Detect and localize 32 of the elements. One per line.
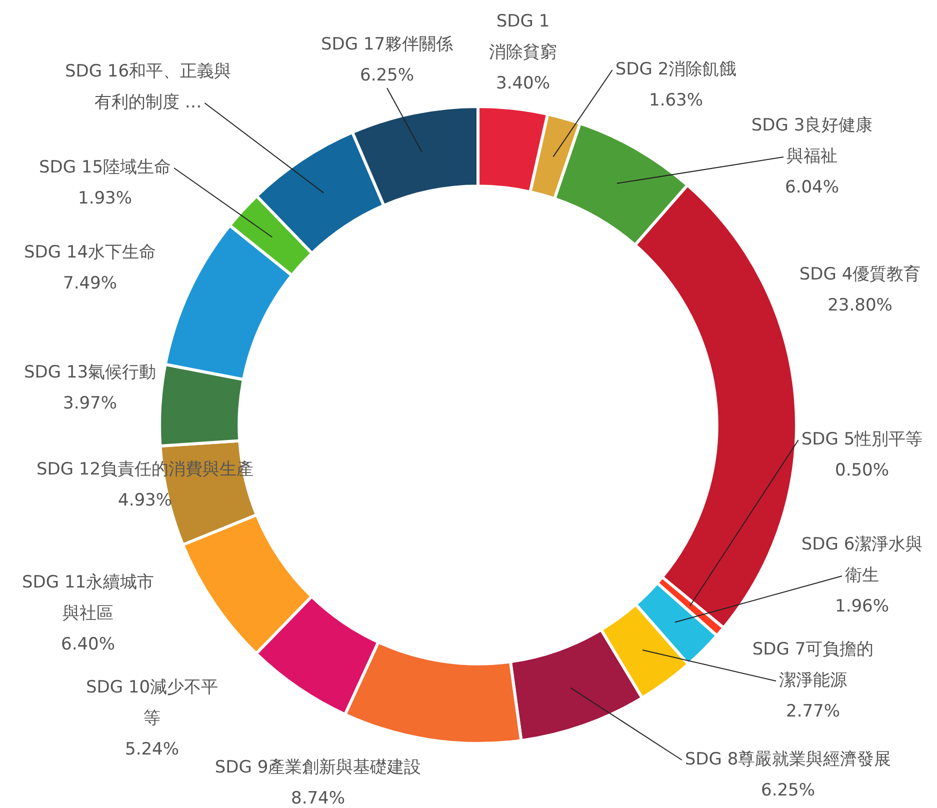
slice-label: SDG 1 消除貧窮 [489, 11, 557, 62]
slice-label: SDG 2消除飢餓 [615, 59, 737, 80]
data-label: 8.74% [290, 788, 346, 808]
slice-label: SDG 16和平、正義與有利的制度 … [64, 61, 232, 112]
data-label: 6.04% [784, 177, 840, 198]
data-label: 1.96% [834, 596, 890, 616]
data-label: 6.25% [360, 65, 414, 86]
slice-label: SDG 13氣候行動 [24, 362, 156, 382]
slice-label: SDG 9產業創新與基礎建設 [214, 757, 422, 778]
slice-label: SDG 15陸域生命 [38, 157, 172, 178]
data-label: 2.77% [786, 701, 840, 722]
slice-label: SDG 7可負擔的潔淨能源 [752, 639, 874, 690]
data-label: 3.40% [496, 73, 550, 94]
data-label: 1.63% [648, 90, 704, 110]
data-label: 4.93% [118, 490, 172, 510]
data-label: 7.49% [62, 273, 118, 294]
data-label: 6.40% [60, 634, 116, 654]
data-label: 6.25% [760, 780, 816, 800]
slice-label: SDG 3良好健康與福祉 [751, 115, 873, 166]
data-label: 1.93% [78, 188, 132, 208]
data-label: 3.97% [62, 393, 118, 414]
slice-label: SDG 8尊嚴就業與經濟發展 [684, 749, 892, 770]
slice-label: SDG 11永續城市與社區 [22, 572, 154, 624]
slice-label: SDG 4優質教育 [799, 264, 921, 284]
data-label: 5.24% [124, 739, 180, 760]
slice-label: SDG 10減少不平等 [86, 677, 218, 728]
data-label: 23.80% [828, 295, 892, 316]
data-label: 0.50% [834, 460, 890, 480]
slice-label: SDG 5性別平等 [801, 429, 923, 450]
slice-label: SDG 17夥伴關係 [320, 34, 454, 54]
slice-label: SDG 14水下生命 [24, 242, 156, 262]
slice-label: SDG 6潔淨水與衛生 [801, 534, 923, 586]
